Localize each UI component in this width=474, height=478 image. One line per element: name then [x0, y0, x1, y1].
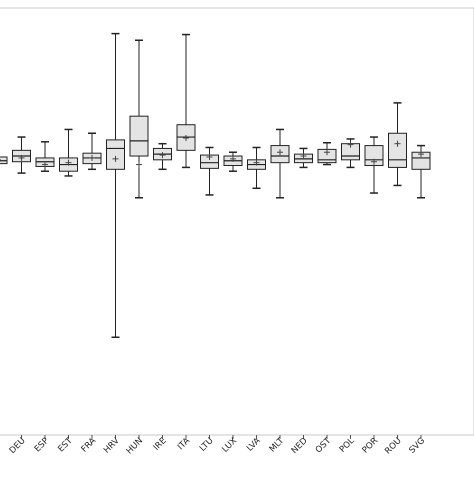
box [129, 115, 149, 157]
box-group-3 [59, 128, 78, 177]
box-group-13 [294, 147, 313, 169]
box-group-7 [153, 142, 172, 171]
x-tick-label: FRA [80, 436, 99, 455]
x-tick-label: LVA [245, 436, 263, 454]
x-tick-label: OST [314, 435, 334, 455]
box [388, 132, 407, 168]
x-tick-label: IRE [152, 436, 169, 453]
box-group-6 [129, 39, 149, 199]
box-group-1 [12, 136, 31, 174]
x-tick-label: DEU [8, 436, 28, 456]
plot-frame [0, 7, 474, 436]
x-tick-label: ESP [33, 436, 51, 454]
x-tick-label: HRV [102, 436, 122, 456]
box-group-8 [176, 33, 196, 169]
box-group-15 [341, 138, 360, 169]
box-group-14 [317, 141, 337, 166]
x-tick-label: LUX [220, 436, 239, 455]
box-group-16 [364, 136, 384, 194]
box-group-4 [82, 132, 102, 171]
x-tick-label: NED [290, 436, 310, 456]
x-tick-label: MLT [268, 435, 287, 454]
box-group-18 [411, 144, 431, 199]
box-group-9 [200, 146, 219, 196]
box-group-0 [0, 156, 8, 165]
x-tick-label: ROU [383, 436, 403, 456]
box [106, 139, 125, 170]
box-group-5 [106, 32, 125, 339]
box-group-11 [247, 146, 266, 190]
box-group-17 [388, 102, 407, 187]
box [364, 145, 384, 167]
x-tick-label: LTU [198, 436, 216, 454]
x-tick-label: ITA [176, 436, 192, 452]
x-tick-label: POR [361, 436, 381, 456]
x-tick-label: POL [338, 436, 357, 455]
box-group-2 [35, 141, 55, 172]
box-group-10 [223, 151, 243, 172]
box-group-12 [270, 128, 290, 199]
x-tick-label: EST [56, 435, 75, 454]
x-tick-label: HUN [125, 436, 145, 456]
x-tick-label: SVG [407, 436, 427, 456]
